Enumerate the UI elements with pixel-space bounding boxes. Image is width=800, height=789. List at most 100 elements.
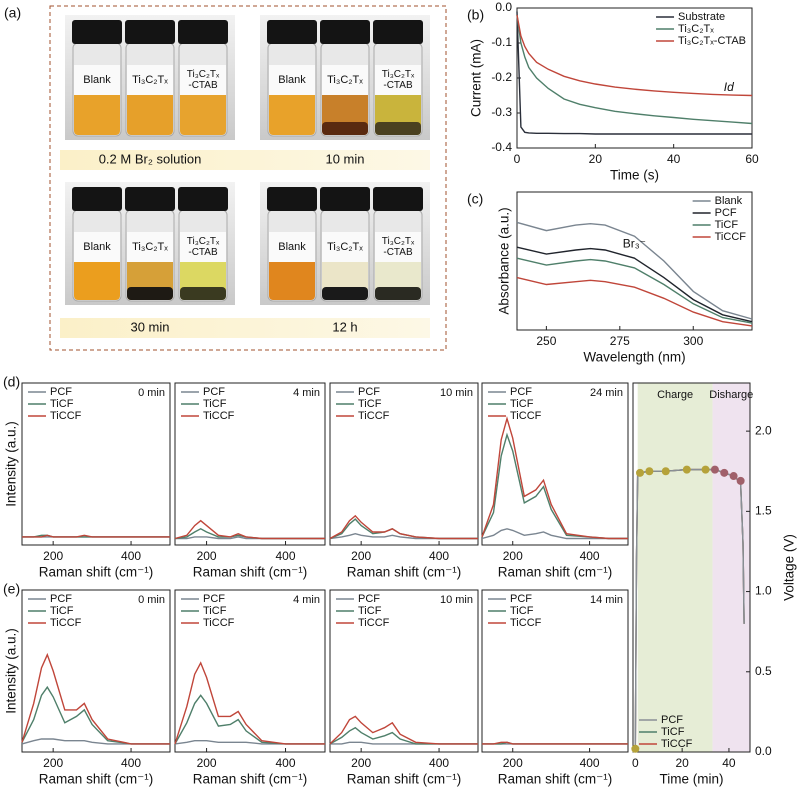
y-tick-label: 2.0 <box>755 423 772 437</box>
vial-text: Ti₃C₂Tₓ <box>327 74 363 86</box>
legend-label: PCF <box>50 386 72 398</box>
photo-frame <box>49 5 447 351</box>
vial-cap <box>125 187 175 211</box>
x-axis-label: Raman shift (cm⁻¹) <box>39 772 153 787</box>
caption-bar <box>60 150 430 170</box>
legend-label: Ti₃C₂Tₓ-CTAB <box>678 35 746 47</box>
legend-label: PCF <box>510 593 532 605</box>
plot-frame <box>481 589 629 753</box>
vial-text: -CTAB <box>383 80 413 91</box>
vial-sediment <box>180 287 226 300</box>
legend-label: TiCCF <box>510 410 542 422</box>
legend-label: TiCF <box>510 398 534 410</box>
series-line <box>481 432 628 540</box>
x-axis-label: Raman shift (cm⁻¹) <box>193 565 307 580</box>
vial-sediment <box>322 287 368 300</box>
vial-sediment <box>375 287 421 300</box>
marker <box>729 472 738 481</box>
y-axis-label: Current (mA) <box>469 39 484 117</box>
series-line <box>329 518 478 540</box>
vial-text: -CTAB <box>188 80 218 91</box>
series-line <box>174 519 325 540</box>
vial-label <box>180 232 226 262</box>
plot-frame <box>21 382 171 546</box>
vial-label <box>322 232 368 262</box>
x-axis-label: Wavelength (nm) <box>583 350 685 365</box>
annotation: Br₃⁻ <box>623 237 646 251</box>
legend-label: TiCCF <box>203 617 235 629</box>
series-line <box>516 276 753 327</box>
vial-text: Ti₃C₂Tₓ <box>187 236 220 247</box>
legend-label: PCF <box>358 386 380 398</box>
legend-label: TiCF <box>358 398 382 410</box>
x-tick-label: 200 <box>43 756 63 770</box>
marker <box>645 467 654 476</box>
series-line <box>516 14 753 125</box>
series-line <box>174 661 325 745</box>
vial-label <box>269 232 315 262</box>
y-tick-label: 1.5 <box>755 504 772 518</box>
vial-label <box>74 232 120 262</box>
panel-label: (e) <box>3 581 20 597</box>
x-tick-label: 200 <box>197 549 217 563</box>
vial-cap <box>178 187 228 211</box>
region-label: Charge <box>657 389 693 401</box>
panel-label: (b) <box>467 7 484 23</box>
vial-sediment <box>322 122 368 135</box>
legend-label: TiCF <box>510 605 534 617</box>
x-tick-label: 400 <box>121 549 141 563</box>
panel-label: (c) <box>467 191 483 207</box>
vial-label <box>74 65 120 95</box>
x-tick-label: 40 <box>667 152 681 166</box>
vial-cap <box>125 20 175 44</box>
panel-title: 24 min <box>590 387 623 399</box>
legend-label: TiCCF <box>358 617 390 629</box>
series-line <box>21 652 170 745</box>
region <box>712 383 750 752</box>
legend-label: TiCF <box>203 605 227 617</box>
panel-title: 4 min <box>293 387 320 399</box>
panel-label: (a) <box>4 5 21 21</box>
series-line <box>516 11 752 135</box>
plot-frame <box>329 382 479 546</box>
y-tick-label: 0.5 <box>755 664 772 678</box>
legend-label: TiCF <box>715 219 739 231</box>
series-line <box>21 685 170 745</box>
legend-label: PCF <box>510 386 532 398</box>
series-line <box>481 416 628 540</box>
y-axis-label: Intensity (a.u.) <box>4 421 19 507</box>
legend-label: PCF <box>661 714 683 726</box>
vial-sediment <box>375 122 421 135</box>
x-tick-label: 200 <box>197 756 217 770</box>
vial-cap <box>267 20 317 44</box>
vial-cap <box>373 187 423 211</box>
legend-label: TiCCF <box>50 410 82 422</box>
series-line <box>22 534 170 538</box>
y-tick-label: -0.4 <box>491 140 512 154</box>
plot-frame <box>481 382 629 546</box>
panel-title: 4 min <box>293 594 320 606</box>
vial-text: Ti₃C₂Tₓ <box>187 69 220 80</box>
legend-label: TiCCF <box>715 231 747 243</box>
vial-text: Ti₃C₂Tₓ <box>382 69 415 80</box>
x-tick-label: 20 <box>675 756 689 770</box>
plot-frame <box>632 382 751 753</box>
series-line <box>516 257 753 324</box>
marker <box>631 744 640 753</box>
legend-label: TiCF <box>50 605 74 617</box>
x-axis-label: Time (min) <box>660 772 724 787</box>
vial-text: -CTAB <box>383 247 413 258</box>
legend-label: TiCCF <box>50 617 82 629</box>
x-tick-label: 300 <box>683 334 703 348</box>
legend-label: TiCCF <box>203 410 235 422</box>
x-axis-label: Raman shift (cm⁻¹) <box>347 772 461 787</box>
x-axis-label: Raman shift (cm⁻¹) <box>347 565 461 580</box>
